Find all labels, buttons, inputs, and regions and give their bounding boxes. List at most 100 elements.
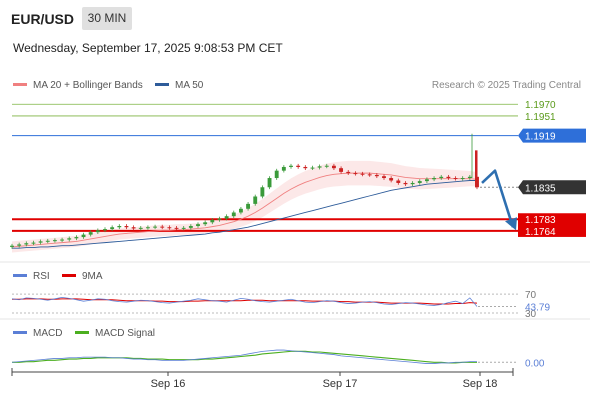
credit-label: Research © 2025 Trading Central: [431, 80, 581, 91]
symbol-title: EUR/USD: [11, 11, 75, 27]
legend-macd: MACD: [13, 328, 62, 339]
support-tag-5: [518, 224, 586, 237]
candle-body: [88, 232, 93, 235]
candle-body: [17, 244, 22, 246]
legend-rsi-ma-swatch: [62, 273, 76, 277]
candle-body: [131, 227, 136, 229]
candle-body: [181, 227, 186, 229]
candle-body: [60, 239, 65, 241]
candle-body: [153, 226, 158, 228]
ma50-line: [12, 180, 477, 249]
candle-body: [439, 176, 444, 179]
candle-body: [353, 173, 358, 175]
candle-body: [196, 224, 200, 227]
pivot-tag: [518, 128, 586, 143]
candle-body: [382, 176, 386, 179]
legend-ma50-swatch: [155, 82, 169, 86]
ma20-line: [11, 172, 478, 248]
bollinger-band: [12, 160, 477, 253]
candle-body: [124, 226, 129, 228]
candle-body: [217, 218, 222, 220]
candle-body: [453, 178, 458, 180]
candle-body: [224, 216, 229, 219]
candle-body: [281, 166, 286, 171]
candle-body: [74, 237, 79, 239]
legend-ma20: MA 20 + Bollinger Bands: [13, 80, 143, 91]
candle-body: [260, 187, 265, 197]
candle-body: [267, 178, 272, 188]
candle-body: [174, 227, 179, 229]
current-price-tag: [518, 180, 586, 195]
candle-body: [246, 203, 251, 209]
legend-rsi-swatch: [13, 273, 27, 277]
rsi-level-70-label: 70: [525, 290, 537, 301]
candle-body: [446, 176, 451, 179]
candle-body: [238, 208, 243, 213]
candle-body: [210, 219, 215, 223]
candle-body: [389, 178, 394, 181]
legend-macd-signal-swatch: [75, 330, 89, 334]
candle-body: [289, 165, 293, 167]
candle-body: [31, 242, 36, 244]
candle-body: [374, 174, 379, 177]
candle-body: [417, 181, 422, 183]
candle-body: [467, 176, 472, 179]
rsi-line: [11, 296, 478, 307]
candle-body: [81, 234, 86, 238]
candle-body: [95, 230, 100, 233]
support-tag-4: [518, 213, 586, 226]
candle-body: [317, 166, 322, 168]
support-label-5: 1.1764: [525, 227, 556, 238]
candle-body: [52, 240, 57, 242]
candle-body: [138, 227, 143, 229]
candle-body: [160, 226, 165, 228]
support-label-4: 1.1783: [525, 215, 556, 226]
macd-signal-line: [12, 350, 477, 364]
candle-body: [203, 222, 208, 225]
candle-body: [253, 196, 258, 204]
candle-body: [339, 168, 344, 172]
forecast-arrow-head: [505, 217, 517, 231]
candle-body: [424, 179, 429, 182]
candle-body: [331, 165, 336, 169]
candle-body: [274, 170, 279, 179]
candle-body: [10, 245, 14, 247]
candle-body: [367, 174, 372, 176]
candle-body: [460, 178, 465, 180]
legend-rsi-ma-label: 9MA: [82, 271, 103, 282]
legend-ma50: MA 50: [155, 80, 203, 91]
legend-macd-swatch: [13, 330, 27, 334]
resistance-label-1: 1.1951: [525, 112, 556, 123]
candle-body: [310, 167, 315, 169]
current-price-label: 1.1835: [525, 183, 556, 194]
candle-body: [303, 166, 308, 169]
legend-macd-signal: MACD Signal: [75, 328, 155, 339]
candle-body: [117, 226, 122, 228]
legend-ma50-label: MA 50: [175, 80, 204, 91]
candle-body: [410, 182, 415, 185]
timeframe-badge[interactable]: 30 MIN: [82, 7, 132, 30]
candle-body: [346, 171, 351, 174]
x-tick-label-2: Sep 18: [463, 378, 498, 390]
candle-body: [110, 227, 115, 230]
x-tick-label-1: Sep 17: [323, 378, 358, 390]
candle-body: [403, 182, 408, 185]
candle-body: [188, 226, 193, 228]
forecast-arrow-line: [481, 169, 515, 228]
candle-body: [145, 227, 150, 229]
legend-ma20-swatch: [13, 82, 27, 86]
x-tick-label-0: Sep 16: [151, 378, 186, 390]
macd-line: [11, 349, 477, 364]
macd-current-label: 0.00: [525, 358, 545, 369]
candle-body: [432, 178, 437, 180]
resistance-label-0: 1.1970: [525, 100, 556, 111]
candle-body: [396, 180, 401, 183]
legend-rsi: RSI: [13, 271, 50, 282]
candle-body: [103, 229, 107, 231]
candle-body: [296, 165, 301, 167]
pivot-label: 1.1919: [525, 132, 556, 143]
legend-macd-signal-label: MACD Signal: [95, 328, 156, 339]
legend-rsi-ma: 9MA: [62, 271, 103, 282]
rsi-current-label: 43.79: [525, 302, 550, 313]
